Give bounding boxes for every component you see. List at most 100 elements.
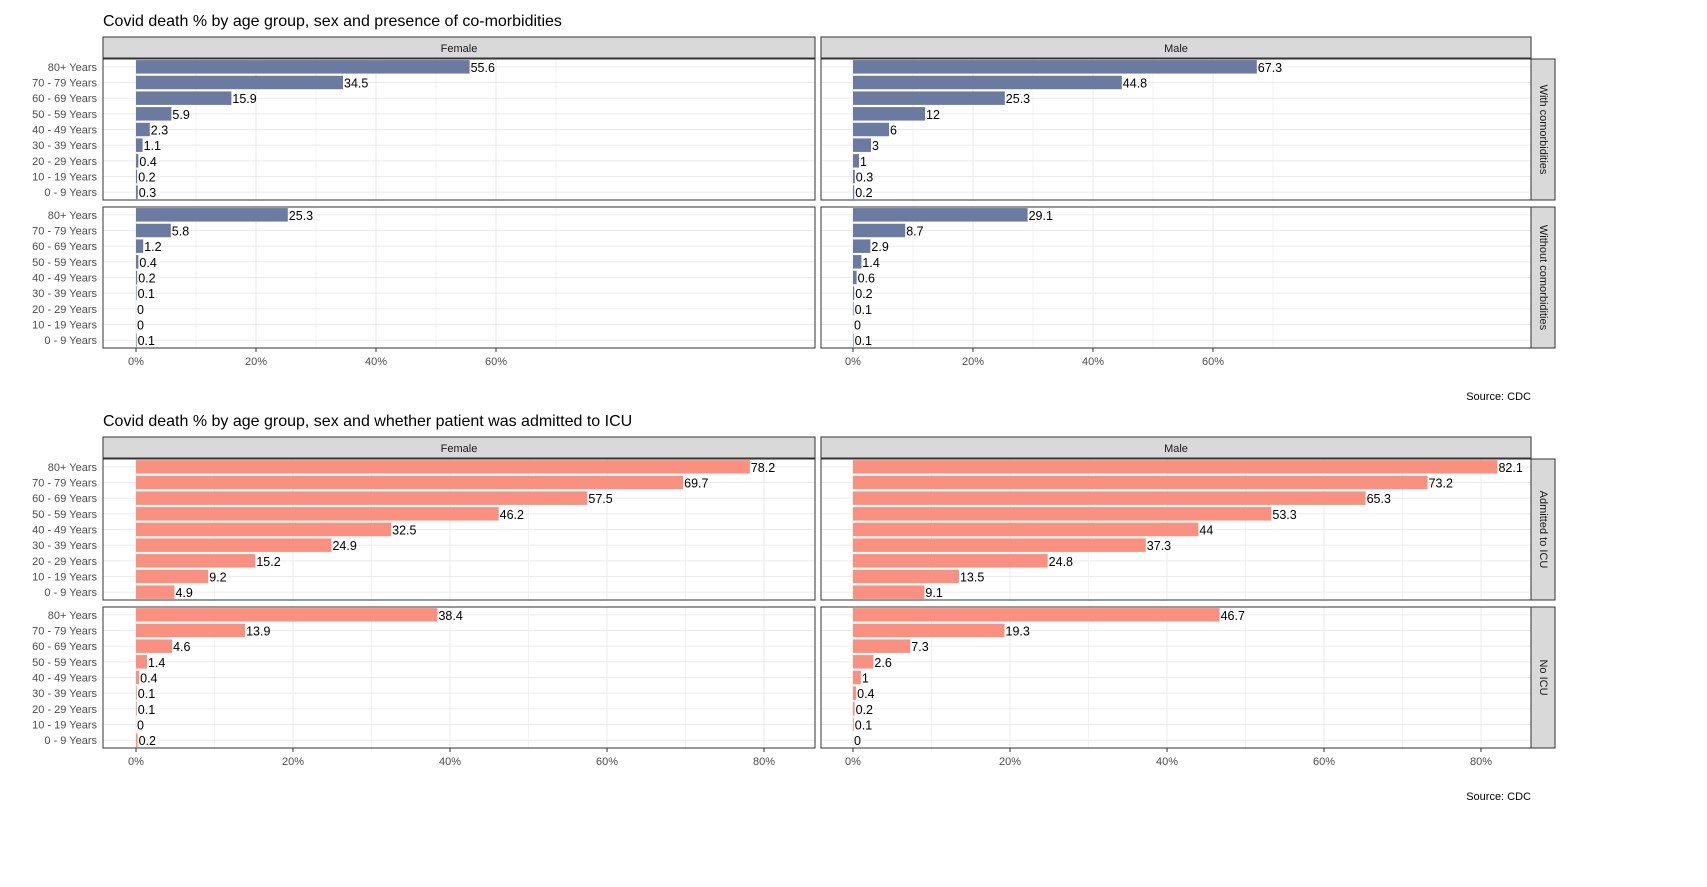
y-tick-label: 40 - 49 Years (32, 273, 97, 285)
bar (136, 333, 137, 347)
bar (853, 138, 871, 152)
bar (853, 608, 1220, 622)
bar (136, 670, 140, 685)
y-tick-label: 30 - 39 Years (32, 540, 97, 552)
bar (853, 122, 889, 137)
bar-value-label: 15.2 (256, 555, 280, 569)
bar-value-label: 2.9 (871, 240, 888, 254)
panel-1-1: 55.6 34.5 15.9 5.9 2.31.1 0.4 0.20.3 80+ Years 7… (32, 58, 816, 201)
bar-value-label: 9.2 (209, 571, 226, 585)
facet-label-row: Admitted to ICU (1537, 491, 1549, 569)
bar-value-label: 78.2 (751, 461, 775, 475)
bar (853, 507, 1272, 521)
bar (136, 122, 150, 137)
panel-1-1: 78.2 69.7 57.5 46.2 32.5 24.9 15.2 9.2 4.9 80+ Ye… (32, 458, 816, 601)
bar (853, 169, 855, 184)
bar (136, 138, 143, 152)
bar (853, 655, 874, 669)
facet-strip-col (820, 36, 1532, 59)
x-tick-label: 40% (365, 356, 387, 368)
bar (136, 623, 246, 638)
bar (853, 91, 1005, 105)
y-tick-label: 70 - 79 Years (32, 478, 97, 490)
bar-value-label: 0.3 (856, 171, 873, 185)
bar (853, 107, 925, 121)
bar-value-label: 6 (890, 124, 897, 138)
y-tick-label: 0 - 9 Years (44, 735, 97, 747)
y-tick-label: 0 - 9 Years (44, 587, 97, 599)
y-tick-label: 70 - 79 Years (32, 78, 97, 90)
bar-value-label: 0.1 (855, 303, 872, 317)
bar (853, 702, 855, 716)
bar (136, 538, 332, 552)
bar (136, 585, 175, 599)
bar-value-label: 73.2 (1429, 477, 1453, 491)
bar (853, 60, 1257, 74)
bar (136, 507, 499, 521)
facet-label-col: Male (1164, 443, 1188, 455)
panel-1-2: 67.3 44.8 25.3 12 631 0.30.2 (820, 58, 1532, 201)
bar-value-label: 0.4 (139, 256, 156, 270)
facet-strip-row (1530, 458, 1556, 601)
bar-value-label: 1 (860, 155, 867, 169)
bar (853, 302, 854, 316)
bar-value-label: 0 (137, 719, 144, 733)
x-tick-label: 60% (485, 356, 507, 368)
bar-value-label: 57.5 (588, 492, 612, 506)
bar-value-label: 38.4 (438, 609, 462, 623)
x-tick-label: 60% (1202, 356, 1224, 368)
bar (136, 208, 288, 222)
panel-2-2: 29.18.72.91.40.60.20.100.1 (820, 206, 1532, 349)
bar (136, 522, 392, 537)
chart-2: Covid death % by age group, sex and whet… (32, 413, 1556, 803)
bar-value-label: 53.3 (1272, 508, 1296, 522)
bar (136, 239, 144, 253)
y-tick-label: 20 - 29 Years (32, 304, 97, 316)
x-tick-label: 60% (1313, 756, 1335, 768)
bar-value-label: 46.2 (500, 508, 524, 522)
y-tick-label: 80+ Years (48, 462, 98, 474)
bar (136, 702, 137, 716)
bar (136, 491, 588, 505)
panel-border (820, 458, 1532, 601)
bar-value-label: 4.9 (175, 586, 192, 600)
y-tick-label: 80+ Years (48, 62, 98, 74)
panel-border (102, 458, 816, 601)
bar-value-label: 0 (137, 319, 144, 333)
bar (136, 91, 232, 105)
facet-label-col: Female (441, 443, 478, 455)
bar (853, 686, 857, 700)
bar (853, 569, 959, 584)
bar-value-label: 9.1 (925, 586, 942, 600)
bar (853, 185, 855, 199)
bar (136, 255, 139, 269)
y-tick-label: 10 - 19 Years (32, 572, 97, 584)
bar-value-label: 5.9 (172, 108, 189, 122)
facet-label-col: Male (1164, 43, 1188, 55)
bar-value-label: 29.1 (1029, 209, 1053, 223)
bar-value-label: 4.6 (173, 640, 190, 654)
bar-value-label: 3 (872, 139, 879, 153)
bar-value-label: 0 (854, 319, 861, 333)
bar (853, 255, 862, 269)
bar (853, 475, 1428, 490)
y-tick-label: 70 - 79 Years (32, 626, 97, 638)
y-tick-label: 20 - 29 Years (32, 556, 97, 568)
bar-value-label: 15.9 (232, 92, 256, 106)
bar (853, 538, 1146, 552)
bar-value-label: 65.3 (1367, 492, 1391, 506)
x-tick-label: 20% (962, 356, 984, 368)
y-tick-label: 10 - 19 Years (32, 172, 97, 184)
bar-value-label: 0.3 (139, 186, 156, 200)
x-tick-label: 40% (1156, 756, 1178, 768)
panel-2-2: 46.7 19.3 7.3 2.6 10.4 0.2 0.10 (820, 606, 1532, 749)
bar-value-label: 1.4 (148, 656, 165, 670)
x-tick-label: 40% (439, 756, 461, 768)
y-tick-label: 50 - 59 Years (32, 509, 97, 521)
source-caption: Source: CDC (1466, 391, 1531, 403)
bar-value-label: 0.2 (856, 703, 873, 717)
y-tick-label: 40 - 49 Years (32, 125, 97, 137)
y-tick-label: 40 - 49 Years (32, 673, 97, 685)
y-tick-label: 30 - 39 Years (32, 288, 97, 300)
